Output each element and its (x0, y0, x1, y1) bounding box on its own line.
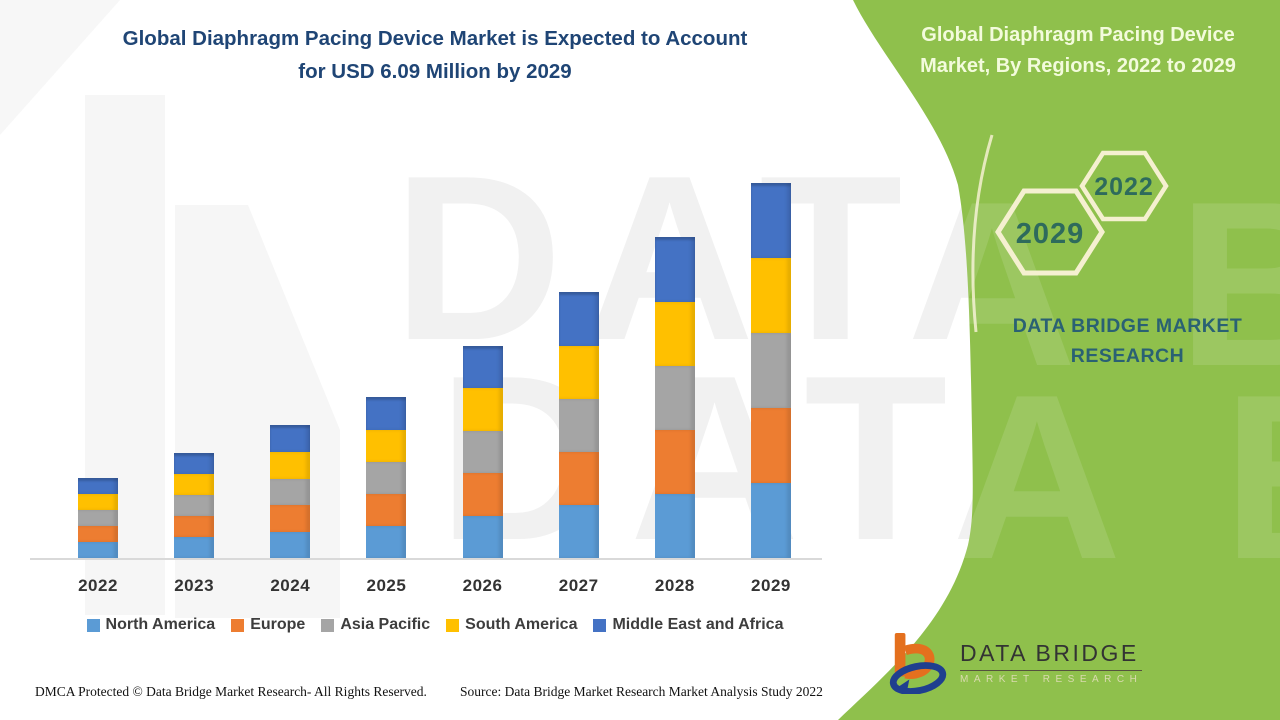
x-axis-label-2023: 2023 (174, 576, 215, 595)
bar-2029 (750, 183, 791, 558)
legend-swatch-middle-east-and-africa (593, 618, 607, 632)
bar-segment-asia-pacific-2029 (750, 332, 791, 408)
hexagon-2029-label: 2029 (1016, 218, 1085, 250)
x-axis-label-2024: 2024 (270, 576, 311, 595)
legend-swatch-south-america (446, 618, 460, 632)
legend-label-asia-pacific: Asia Pacific (340, 616, 431, 633)
bar-segment-north-america-2022 (78, 542, 118, 558)
x-axis-label-2026: 2026 (462, 576, 503, 595)
brand-text: DATA BRIDGE MARKET RESEARCH (955, 311, 1280, 371)
bar-segment-asia-pacific-2027 (558, 399, 599, 453)
x-axis-label-2022: 2022 (78, 576, 118, 595)
bar-segment-south-america-2028 (654, 301, 695, 366)
x-axis-label-2028: 2028 (654, 576, 695, 595)
bar-segment-north-america-2027 (558, 505, 599, 558)
bar-segment-asia-pacific-2022 (78, 510, 118, 526)
legend-item-south-america: South America (446, 616, 577, 634)
legend-item-north-america: North America (86, 616, 216, 634)
bar-segment-europe-2029 (750, 407, 791, 483)
bar-segment-europe-2025 (366, 493, 407, 526)
legend-label-north-america: North America (105, 616, 216, 633)
bar-segment-asia-pacific-2025 (366, 461, 407, 494)
x-axis-label-2025: 2025 (366, 576, 407, 595)
bar-segment-south-america-2023 (174, 474, 215, 496)
bar-2025 (366, 397, 407, 558)
bar-2027 (558, 292, 599, 558)
logo-title: DATA BRIDGE (960, 640, 1143, 671)
bar-segment-middle-east-and-africa-2029 (750, 183, 791, 258)
panel-title: Global Diaphragm Pacing Device Market, B… (882, 20, 1274, 82)
bar-segment-north-america-2029 (750, 482, 791, 558)
chart-title-line2: for USD 6.09 Million by 2029 (298, 60, 572, 84)
bar-segment-europe-2024 (270, 505, 311, 532)
bar-segment-south-america-2027 (558, 346, 599, 400)
bar-segment-europe-2026 (462, 473, 503, 516)
bar-segment-europe-2022 (78, 526, 118, 542)
bar-2022 (78, 478, 118, 558)
hexagon-2022 (1079, 150, 1169, 222)
brand-text-line1: DATA BRIDGE MARKET (1012, 315, 1243, 337)
x-axis-label-2027: 2027 (558, 576, 599, 595)
legend-label-middle-east-and-africa: Middle East and Africa (612, 616, 784, 633)
bar-2026 (462, 346, 503, 558)
bar-segment-europe-2027 (558, 452, 599, 506)
bar-segment-south-america-2026 (462, 388, 503, 431)
bar-segment-middle-east-and-africa-2022 (78, 478, 118, 494)
bar-chart-plot (78, 183, 791, 559)
legend-item-middle-east-and-africa: Middle East and Africa (593, 616, 783, 634)
bar-2024 (270, 425, 311, 559)
bar-segment-middle-east-and-africa-2023 (174, 452, 215, 475)
bar-segment-south-america-2022 (78, 494, 118, 510)
chart-legend: North America Europe Asia Pacific South Ame… (40, 616, 830, 634)
bar-2023 (174, 452, 215, 558)
bar-segment-south-america-2025 (366, 429, 407, 462)
panel-title-line2: Market, By Regions, 2022 to 2029 (920, 55, 1236, 77)
dbmr-logo-icon (889, 632, 947, 694)
bar-segment-asia-pacific-2024 (270, 478, 311, 506)
bar-segment-middle-east-and-africa-2028 (654, 237, 695, 302)
bar-segment-asia-pacific-2026 (462, 430, 503, 474)
watermark-text-row2-green: DATA BRIDGE (438, 345, 1280, 608)
footer-dmca-text: DMCA Protected © Data Bridge Market Rese… (35, 684, 427, 699)
legend-swatch-asia-pacific (321, 618, 335, 632)
legend-label-europe: Europe (250, 616, 306, 633)
chart-title: Global Diaphragm Pacing Device Market is… (75, 22, 795, 88)
bar-segment-north-america-2023 (174, 537, 215, 558)
bar-segment-north-america-2026 (462, 515, 503, 558)
x-axis-line (30, 558, 822, 560)
legend-item-europe: Europe (231, 616, 305, 634)
dbmr-logo: DATA BRIDGE MARKET RESEARCH (888, 630, 1143, 694)
x-axis-label-2029: 2029 (751, 576, 791, 595)
bar-2028 (654, 237, 695, 558)
bar-segment-north-america-2024 (270, 531, 311, 559)
bar-segment-middle-east-and-africa-2024 (270, 425, 311, 453)
hexagon-2022-label: 2022 (1094, 173, 1154, 201)
panel-title-line1: Global Diaphragm Pacing Device (921, 24, 1235, 46)
cream-edge-arc (971, 134, 994, 333)
legend-swatch-north-america (86, 618, 100, 632)
bar-segment-asia-pacific-2023 (174, 495, 215, 517)
bar-segment-middle-east-and-africa-2025 (366, 397, 407, 430)
bar-segment-south-america-2024 (270, 452, 311, 479)
bar-segment-europe-2028 (654, 429, 695, 494)
bar-segment-europe-2023 (174, 516, 215, 538)
footer-source-text: Source: Data Bridge Market Research Mark… (460, 684, 823, 699)
bar-segment-middle-east-and-africa-2026 (462, 346, 503, 389)
bar-segment-south-america-2029 (750, 257, 791, 333)
green-panel-shape (838, 0, 1280, 720)
legend-swatch-europe (231, 618, 245, 632)
legend-item-asia-pacific: Asia Pacific (321, 616, 430, 634)
chart-title-line1: Global Diaphragm Pacing Device Market is… (122, 27, 748, 50)
bar-segment-asia-pacific-2028 (654, 365, 695, 430)
legend-label-south-america: South America (465, 616, 578, 633)
logo-subtitle: MARKET RESEARCH (960, 673, 1143, 685)
brand-text-line2: RESEARCH (1070, 345, 1185, 368)
hexagon-2029 (995, 188, 1105, 276)
bar-segment-middle-east-and-africa-2027 (558, 292, 599, 347)
bar-segment-north-america-2028 (654, 493, 695, 558)
bar-segment-north-america-2025 (366, 525, 407, 558)
